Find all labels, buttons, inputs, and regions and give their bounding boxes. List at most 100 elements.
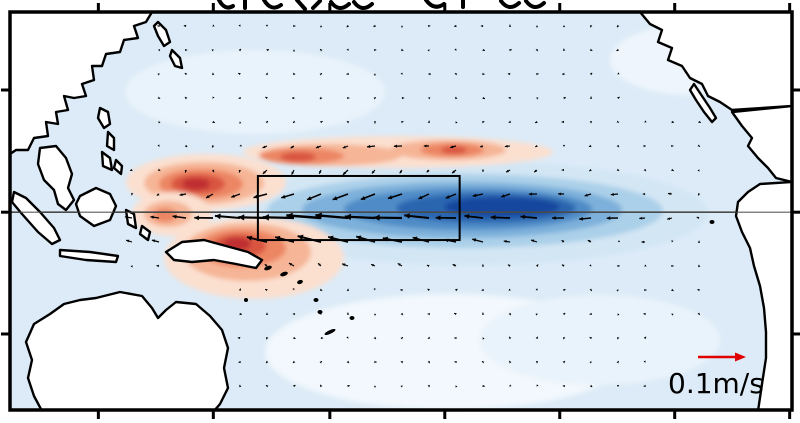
vector-arrow-head — [346, 24, 350, 28]
vector-arrow-head — [617, 313, 620, 316]
vector-arrow-head — [293, 120, 296, 123]
vector-arrow-head — [616, 120, 620, 123]
vector-arrow-head — [642, 192, 646, 196]
vector-arrow-head — [435, 215, 441, 221]
positive-anomaly-patch — [441, 146, 467, 154]
positive-anomaly-patch — [153, 208, 177, 222]
vector-arrow-head — [697, 169, 700, 172]
vector-arrow-head — [563, 96, 566, 100]
cropped-title-fragment — [499, 0, 521, 9]
vector-arrow-head — [535, 264, 539, 267]
vector-arrow-head — [404, 213, 411, 219]
vector-arrow-head — [373, 385, 377, 388]
vector-arrow-head — [589, 384, 593, 388]
vector-arrow-head — [562, 144, 566, 148]
vector-arrow-head — [346, 360, 350, 363]
vector-arrow-head — [671, 288, 674, 291]
vector-arrow-head — [561, 120, 564, 124]
coastline-borneo — [74, 186, 118, 228]
vector-arrow-head — [130, 265, 133, 268]
cropped-title-fragment — [329, 0, 351, 10]
vector-arrow-head — [371, 264, 375, 267]
vector-arrow-head — [562, 72, 565, 76]
vector-arrow-head — [239, 144, 242, 147]
vector-arrow-head — [698, 192, 701, 196]
vector-arrow-head — [382, 236, 388, 242]
vector-arrow-head — [319, 288, 323, 291]
vector-arrow-head — [184, 73, 188, 76]
vector-arrow-head — [400, 312, 403, 316]
vector-arrow-head — [156, 193, 160, 196]
vector-arrow-head — [563, 336, 566, 340]
vector-arrow-head — [184, 144, 188, 147]
vector-arrow-head — [184, 170, 188, 173]
reference-vector-head — [735, 352, 746, 362]
coastline-new-guinea — [164, 238, 264, 270]
pale-anomaly-patch — [125, 50, 385, 134]
island-new-caledonia — [324, 328, 336, 336]
vector-arrow-head — [617, 72, 620, 75]
vector-arrow-head — [590, 24, 593, 28]
vector-arrow-head — [671, 168, 674, 171]
vector-arrow-head — [589, 337, 593, 340]
coastline-philippines-1 — [96, 106, 112, 130]
vector-arrow-head — [472, 238, 477, 242]
vector-arrow-head — [238, 48, 241, 52]
vector-arrow-head — [374, 360, 377, 364]
vector-arrow-head — [509, 48, 512, 52]
coastline-sulawesi-2 — [138, 224, 152, 242]
vector-arrow-head — [490, 215, 496, 220]
vector-arrow-head — [643, 336, 647, 340]
vector-arrow-head — [616, 289, 619, 292]
vector-arrow-head — [238, 96, 242, 99]
vector-arrow-head — [697, 240, 700, 244]
vector-arrow-head — [562, 24, 566, 28]
vector-arrow-head — [320, 336, 324, 340]
vector-arrow-head — [342, 171, 347, 175]
island-vanuatu-1 — [313, 298, 319, 302]
vector-arrow-head — [480, 145, 483, 148]
vector-arrow-head — [606, 216, 611, 221]
reference-vector-label: 0.1m/s — [668, 367, 764, 400]
vector-arrow-head — [206, 195, 210, 198]
cropped-title-fragment — [217, 0, 235, 10]
vector-arrow-head — [373, 288, 376, 291]
cropped-title-glyphs — [217, 0, 546, 11]
vector-arrow-head — [528, 192, 532, 196]
vector-arrow-head — [589, 48, 593, 51]
vector-arrow-head — [212, 145, 215, 148]
vector-arrow-head — [266, 48, 270, 52]
analysis-box-rect — [256, 174, 461, 242]
vector-arrow-head — [643, 144, 646, 148]
vector-arrow-head — [616, 384, 620, 388]
vector-arrow-head — [535, 120, 538, 124]
coastline-australia — [24, 290, 230, 409]
vector-arrow-head — [667, 217, 671, 220]
vector-arrow-head — [481, 312, 485, 315]
vector-arrow-head — [504, 144, 508, 148]
vector-arrow-head — [183, 24, 187, 28]
vector-arrow-head — [427, 97, 431, 100]
coastline-japan-islands-2 — [168, 48, 184, 70]
vector-arrow-head — [589, 264, 592, 267]
vector-arrow-head — [454, 336, 457, 340]
vector-arrow-head — [320, 25, 323, 28]
coastline-sumatra — [11, 190, 62, 246]
coastline-philippines-4 — [112, 158, 124, 176]
vector-arrow-head — [346, 48, 349, 51]
vector-arrow-head — [373, 49, 377, 52]
cropped-title-fragment — [262, 0, 283, 10]
vector-arrow-head — [393, 144, 398, 148]
vector-arrow-head — [262, 170, 266, 174]
vector-arrow-head — [482, 337, 485, 340]
vector-arrow-head — [292, 313, 296, 316]
vector-arrow-head — [697, 289, 700, 292]
vector-arrow-head — [319, 73, 322, 76]
vector-arrow-head — [264, 264, 268, 267]
vector-arrow-head — [293, 385, 296, 388]
vector-arrow-head — [211, 169, 215, 173]
vector-arrow-head — [428, 72, 431, 76]
vector-arrow-head — [238, 288, 241, 292]
vector-arrow-head — [297, 234, 304, 241]
negative-anomaly-patch — [444, 197, 560, 217]
